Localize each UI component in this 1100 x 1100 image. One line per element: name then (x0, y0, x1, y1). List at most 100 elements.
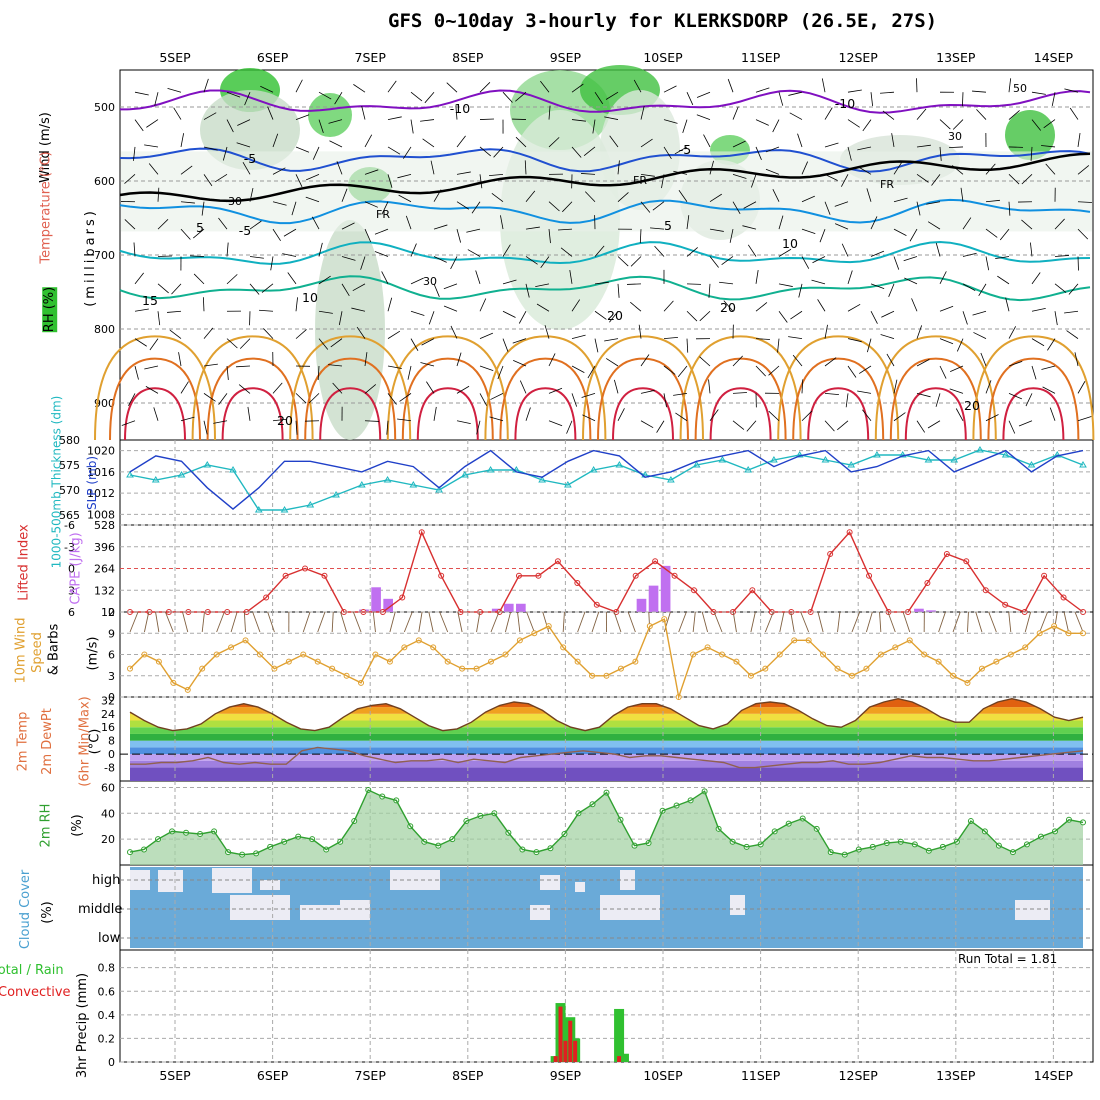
wind-barb (640, 201, 651, 213)
wind-barb (571, 83, 584, 93)
surface-wind-barb (439, 611, 449, 633)
wind-barb (1021, 219, 1033, 230)
wind-barb (916, 420, 926, 433)
wind-barb (594, 338, 599, 353)
wind-barb (1064, 88, 1079, 93)
wind-barb (571, 119, 586, 122)
wind-barb (560, 247, 573, 257)
wind-barb (336, 161, 343, 175)
wind-barb (801, 195, 815, 203)
wind-barb (535, 283, 550, 287)
wind-barb (768, 410, 780, 422)
wind-barb (847, 89, 862, 93)
wind-barb (433, 256, 447, 263)
wind-barb (847, 303, 861, 312)
wind-barb (291, 201, 297, 216)
surface-wind-barb (902, 611, 911, 633)
wind-barb (709, 256, 719, 268)
wind-barb (387, 297, 393, 312)
wind-barb (134, 338, 147, 347)
temperature-contour-label: 20 (277, 413, 293, 428)
wind-barb (242, 162, 251, 175)
wind-barb (341, 188, 348, 202)
wind-barb (1054, 283, 1067, 293)
wind-barb (721, 256, 734, 265)
thickness-point (383, 476, 392, 483)
wind-barb (308, 393, 320, 404)
date-label-bottom: 10SEP (643, 1068, 683, 1083)
wind-barb (755, 269, 759, 284)
freezing-level-label: FR (376, 208, 390, 221)
temperature-contour-label: 5 (196, 220, 204, 235)
wind-barb (638, 324, 642, 339)
temperature-contour-label: 20 (607, 308, 623, 323)
wind-barb (985, 163, 996, 175)
wind-barb (755, 302, 768, 312)
wind-barb (402, 146, 412, 159)
wind-barb (732, 106, 739, 120)
warm-contour (709, 387, 772, 441)
wind-barb (663, 85, 677, 93)
wind-barb (870, 250, 885, 257)
wind-barb (548, 387, 563, 394)
wind-barb (812, 256, 826, 264)
cloud-block (575, 882, 585, 892)
surface-wind-barb (517, 611, 521, 633)
axis-tick: 3 (108, 670, 115, 683)
wind-barb (180, 228, 191, 240)
lifted-index-tick: -6 (64, 519, 75, 532)
wind-barb (422, 138, 435, 148)
wind-barb (295, 420, 298, 435)
wind-barb (976, 109, 987, 120)
wind-barb (789, 112, 803, 120)
wind-barb (834, 201, 849, 207)
wind-barb (334, 91, 343, 105)
wind-barb (490, 393, 504, 400)
surface-wind-barb (1039, 611, 1048, 633)
wind-barb (837, 420, 849, 431)
warm-contour (416, 387, 479, 441)
wind-barb (755, 365, 766, 377)
cloud-block (730, 895, 745, 915)
wind-barb (167, 87, 182, 93)
wind-barb (935, 242, 941, 257)
wind-barb (1043, 119, 1056, 129)
wind-barb (502, 244, 511, 257)
wind-barb (870, 92, 874, 107)
pressure-label: (millibars) (82, 208, 98, 307)
wind-barb (226, 338, 238, 349)
wind-barb (772, 188, 780, 202)
wind-barb (569, 269, 573, 284)
wind-barb (955, 408, 964, 421)
wind-barb (267, 106, 274, 120)
wind-barb (361, 105, 366, 120)
surface-wind-barb (230, 611, 238, 633)
wind-barb (154, 92, 159, 106)
thickness-point (203, 461, 212, 468)
date-label-bottom: 11SEP (741, 1068, 781, 1083)
wind-barb (755, 338, 770, 340)
wind-barb (686, 283, 702, 285)
temp-tick: -8 (104, 762, 115, 775)
cloud-block (530, 905, 550, 920)
wind-barb (548, 105, 551, 120)
wind-barb (239, 338, 251, 349)
surface-wind-barb (504, 611, 512, 633)
surface-wind-barb (663, 611, 671, 633)
wind-barb (1077, 133, 1081, 148)
wind-barb (1008, 174, 1020, 185)
wind-barb (755, 146, 762, 160)
wind-barb (374, 251, 389, 257)
wind-barb (410, 338, 419, 351)
wind-barb (1077, 416, 1092, 422)
surface-wind-barb (352, 611, 362, 633)
cape-bar (491, 608, 502, 612)
wind-barb (663, 365, 676, 375)
wind-barb (614, 379, 619, 394)
wind-barb (663, 336, 678, 340)
surface-wind-barb (457, 611, 463, 633)
wind-barb (1068, 283, 1079, 295)
axis-tick: 12 (101, 606, 115, 619)
wind-barb (1031, 119, 1042, 131)
